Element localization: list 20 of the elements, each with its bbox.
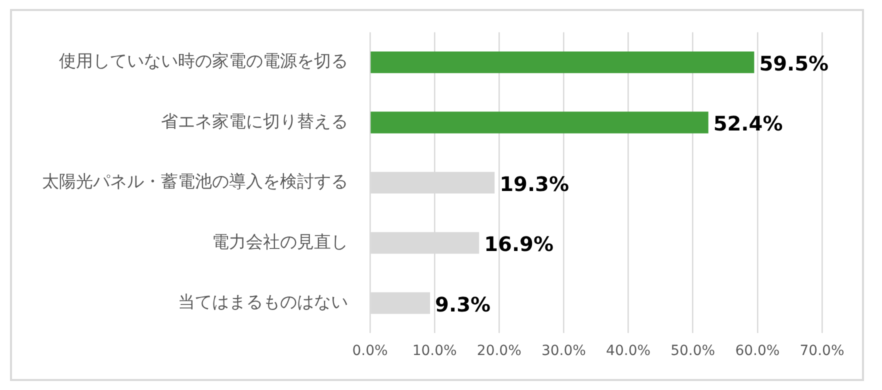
bar [370, 51, 754, 74]
data-label: 9.3% [435, 292, 491, 316]
x-tick-label: 20.0% [476, 343, 522, 360]
x-tick-label: 50.0% [670, 343, 716, 360]
data-label: 52.4% [713, 112, 783, 136]
x-tick-label: 70.0% [800, 343, 844, 360]
x-tick-label: 30.0% [541, 343, 586, 360]
y-tick-label: 電力会社の見直し [212, 232, 348, 252]
x-tick-label: 0.0% [352, 343, 388, 360]
data-label: 19.3% [500, 172, 570, 196]
y-tick-label: 使用していない時の家電の電源を切る [59, 52, 348, 72]
data-label: 59.5% [759, 52, 829, 76]
data-label: 16.9% [484, 232, 554, 256]
x-tick-label: 10.0% [412, 343, 457, 360]
y-tick-label: 当てはまるものはない [178, 292, 348, 313]
bar [370, 112, 708, 134]
y-tick-label: 太陽光パネル・蓄電池の導入を検討する [42, 172, 348, 192]
x-tick-label: 40.0% [606, 343, 651, 360]
x-tick-label: 60.0% [735, 343, 780, 360]
y-tick-label: 省エネ家電に切り替える [161, 112, 348, 132]
